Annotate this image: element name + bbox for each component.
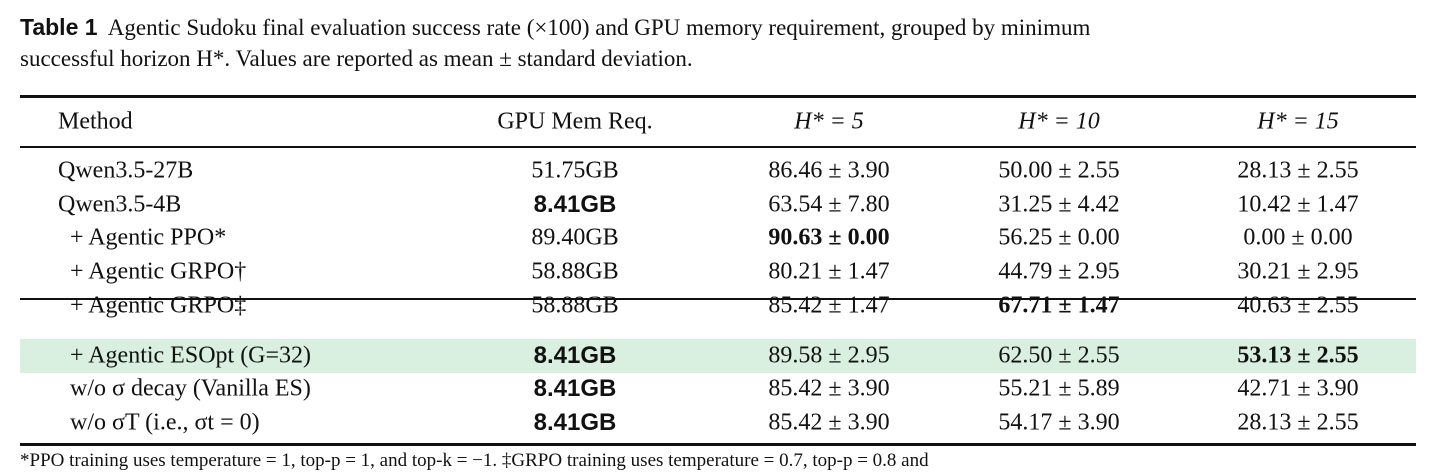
- table-cell: 90.63 ± 0.00: [768, 224, 890, 251]
- row-highlight: [20, 338, 1416, 373]
- table-cell: 67.71 ± 1.47: [998, 292, 1120, 319]
- table-cell: 62.50 ± 2.55: [998, 342, 1120, 368]
- table-cell: 85.42 ± 3.90: [768, 409, 890, 436]
- table-cell: 28.13 ± 2.55: [1237, 409, 1359, 436]
- table-cell: 85.42 ± 1.47: [768, 292, 890, 319]
- table-cell: 30.21 ± 2.95: [1237, 258, 1359, 285]
- top-rule: [20, 95, 1416, 98]
- header-cell: H* = 15: [1257, 108, 1339, 135]
- table-cell: 42.71 ± 3.90: [1237, 375, 1359, 402]
- table-cell: 63.54 ± 7.80: [768, 191, 890, 218]
- table-cell: 8.41GB: [533, 408, 617, 436]
- bottom-rule: [20, 443, 1416, 446]
- method-cell: w/o σ decay (Vanilla ES): [70, 375, 311, 402]
- table-cell: 50.00 ± 2.55: [998, 157, 1120, 184]
- table-cell: 51.75GB: [531, 157, 619, 184]
- method-cell: Qwen3.5-4B: [58, 191, 182, 218]
- caption-line: Table 1 Agentic Sudoku final evaluation …: [20, 14, 1090, 41]
- table-cell: 89.40GB: [531, 224, 619, 251]
- table-cell: 8.41GB: [533, 375, 617, 403]
- caption-text: Agentic Sudoku final evaluation success …: [107, 15, 1091, 40]
- table-cell: 58.88GB: [531, 258, 619, 285]
- method-cell: w/o σT (i.e., σt = 0): [70, 409, 260, 436]
- method-cell: + Agentic GRPO‡: [70, 292, 247, 319]
- table-cell: 28.13 ± 2.55: [1237, 157, 1359, 184]
- header-rule: [20, 146, 1416, 148]
- table-cell: 80.21 ± 1.47: [768, 258, 890, 285]
- table-cell: 53.13 ± 2.55: [1237, 342, 1359, 368]
- table-cell: 55.21 ± 5.89: [998, 375, 1120, 402]
- table-cell: 44.79 ± 2.95: [998, 258, 1120, 285]
- header-cell: Method: [58, 108, 133, 135]
- table-cell: 40.63 ± 2.55: [1237, 292, 1359, 319]
- table-cell: 58.88GB: [531, 292, 619, 319]
- table-cell: 54.17 ± 3.90: [998, 409, 1120, 436]
- method-cell: + Agentic PPO*: [70, 224, 227, 251]
- method-cell: Qwen3.5-27B: [58, 157, 194, 184]
- table-cell: 8.41GB: [533, 341, 617, 369]
- caption-label: Table 1: [20, 14, 98, 40]
- header-cell: H* = 10: [1018, 108, 1100, 135]
- group-rule: [20, 297, 1416, 300]
- method-cell: + Agentic ESOpt (G=32): [70, 342, 312, 368]
- header-cell: GPU Mem Req.: [497, 108, 653, 135]
- table-cell: 89.58 ± 2.95: [768, 342, 890, 368]
- header-cell: H* = 5: [794, 108, 864, 135]
- table-cell: 0.00 ± 0.00: [1243, 224, 1353, 251]
- table-cell: 8.41GB: [533, 190, 617, 218]
- footnote: *PPO training uses temperature = 1, top-…: [20, 450, 929, 471]
- table-cell: 31.25 ± 4.42: [998, 191, 1120, 218]
- caption-text: successful horizon H*. Values are report…: [20, 46, 693, 71]
- table-cell: 86.46 ± 3.90: [768, 157, 890, 184]
- table-cell: 85.42 ± 3.90: [768, 375, 890, 402]
- table-cell: 10.42 ± 1.47: [1237, 191, 1359, 218]
- table-cell: 56.25 ± 0.00: [998, 224, 1120, 251]
- method-cell: + Agentic GRPO†: [70, 258, 247, 285]
